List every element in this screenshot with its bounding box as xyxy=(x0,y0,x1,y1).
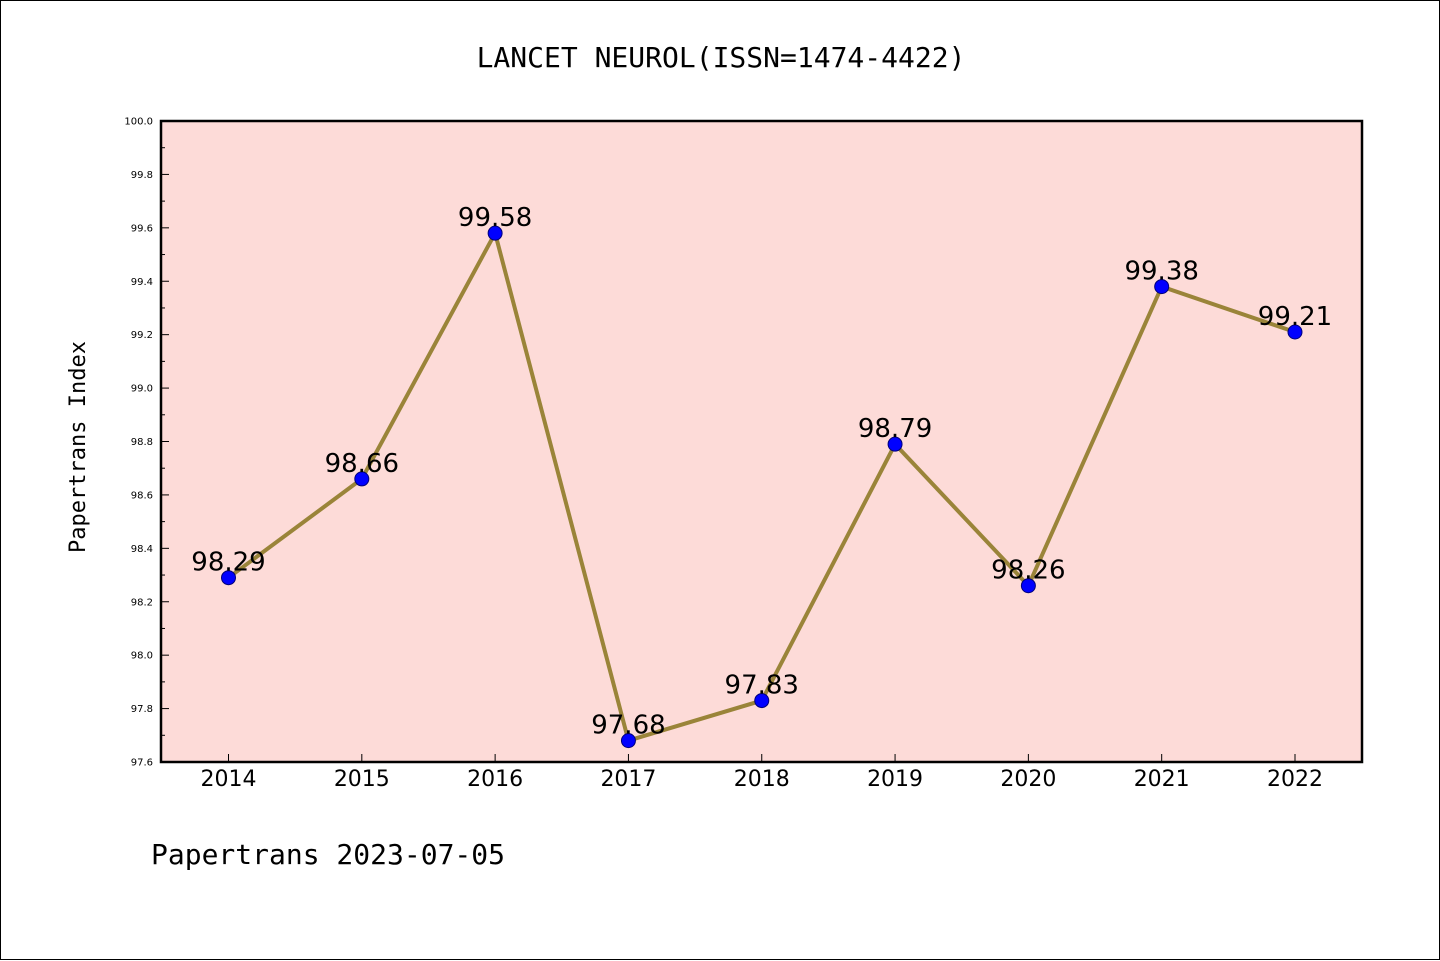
y-tick-label: 98.2 xyxy=(131,597,153,608)
data-point-label: 98.66 xyxy=(325,449,399,479)
y-tick-label: 99.0 xyxy=(131,384,153,395)
y-tick-label: 97.8 xyxy=(131,704,153,715)
data-point-marker xyxy=(1287,324,1303,340)
data-point-label: 98.29 xyxy=(191,548,265,578)
y-tick-label: 98.8 xyxy=(131,437,153,448)
y-tick-label: 99.8 xyxy=(131,170,153,181)
data-point-marker xyxy=(887,436,903,452)
chart-title: LANCET NEUROL(ISSN=1474-4422) xyxy=(477,41,966,74)
plot-frame xyxy=(159,119,1364,764)
x-tick-label: 2020 xyxy=(1000,767,1056,792)
data-point-marker xyxy=(620,733,636,749)
x-tick-label: 2016 xyxy=(467,767,523,792)
y-axis-ticks: 97.6 97.8 98.0 98.2 98.4 98.6 98.8 99.0 99.2 99.4… xyxy=(124,117,169,769)
y-tick-label: 98.0 xyxy=(131,651,153,662)
data-point-label: 98.26 xyxy=(991,556,1065,586)
data-point-label: 99.21 xyxy=(1258,302,1332,332)
x-tick-label: 2018 xyxy=(734,767,790,792)
y-tick-label: 98.6 xyxy=(131,490,153,501)
y-tick-label: 98.4 xyxy=(131,544,153,555)
y-tick-label: 97.6 xyxy=(131,758,153,769)
x-tick-label: 2021 xyxy=(1134,767,1190,792)
x-tick-label: 2019 xyxy=(867,767,923,792)
data-point-label: 99.38 xyxy=(1124,257,1198,287)
y-tick-label: 100.0 xyxy=(124,117,153,128)
data-point-label: 97.83 xyxy=(725,671,799,701)
data-markers xyxy=(221,225,1303,749)
x-tick-label: 2014 xyxy=(201,767,257,792)
data-point-label: 99.58 xyxy=(458,203,532,233)
data-point-marker xyxy=(354,471,370,487)
data-point-marker xyxy=(1154,279,1170,295)
y-tick-label: 99.6 xyxy=(131,223,153,234)
data-point-marker xyxy=(754,693,770,709)
data-point-marker xyxy=(487,225,503,241)
x-tick-label: 2015 xyxy=(334,767,390,792)
y-tick-label: 99.4 xyxy=(131,277,153,288)
x-tick-label: 2017 xyxy=(600,767,656,792)
y-tick-label: 99.2 xyxy=(131,330,153,341)
x-tick-label: 2022 xyxy=(1267,767,1323,792)
data-point-marker xyxy=(1020,578,1036,594)
data-labels: 98.29 98.66 99.58 97.68 97.83 98.79 98.26 99.38… xyxy=(191,203,1332,740)
y-axis-label: Papertrans Index xyxy=(66,341,91,553)
data-point-label: 97.68 xyxy=(591,711,665,741)
data-point-label: 98.79 xyxy=(858,414,932,444)
footer-note: Papertrans 2023-07-05 xyxy=(151,838,505,871)
data-point-marker xyxy=(221,570,236,586)
plot-area xyxy=(161,121,1362,762)
x-axis-ticks: 2014 2015 2016 2017 2018 2019 2020 2021 2022 xyxy=(201,754,1323,792)
